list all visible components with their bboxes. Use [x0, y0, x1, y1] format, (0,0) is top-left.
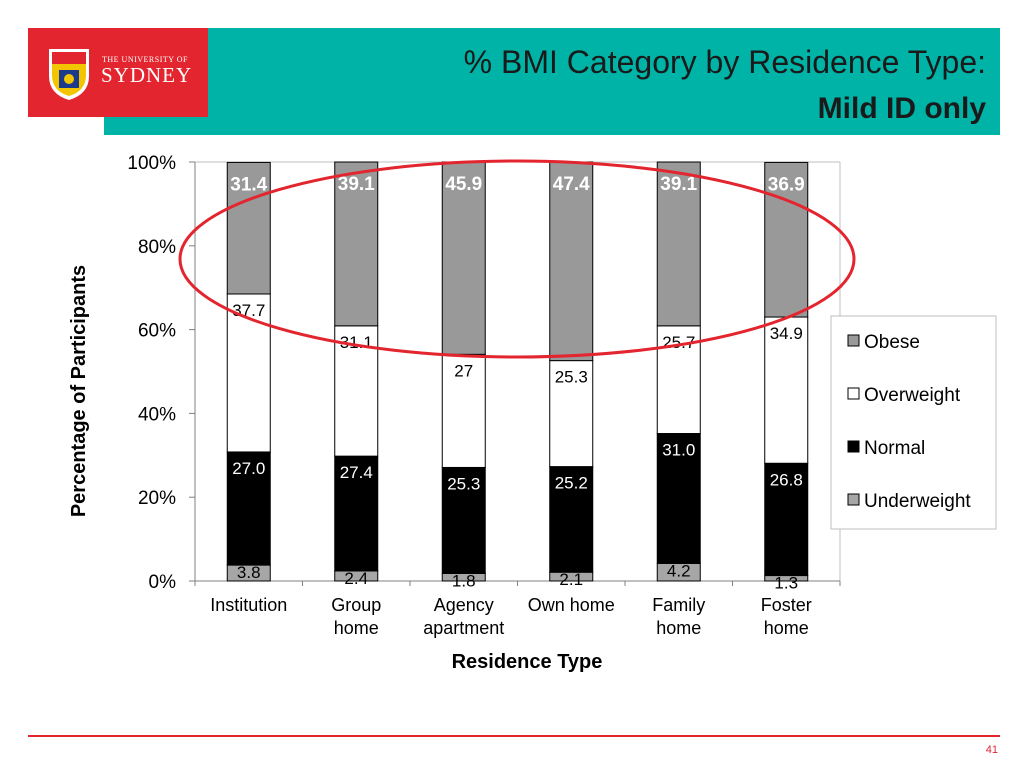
page-number: 41	[985, 744, 998, 756]
x-tick-label: home	[764, 618, 809, 638]
legend-swatch-normal	[847, 440, 860, 453]
y-axis-title: Percentage of Participants	[68, 265, 90, 517]
bar-segment-normal	[441, 466, 486, 574]
data-label-underweight: 4.2	[667, 561, 691, 580]
data-label-obese: 36.9	[768, 174, 805, 195]
bar-segment-normal	[764, 462, 809, 577]
logo-text-top: THE UNIVERSITY OF	[102, 55, 188, 64]
bar-segment-overweight	[441, 353, 486, 468]
data-label-overweight: 34.9	[770, 324, 803, 343]
bar-segment-overweight	[549, 360, 594, 468]
legend-swatch-underweight	[847, 493, 860, 506]
data-label-normal: 27.0	[232, 459, 265, 478]
x-tick-label: Family	[652, 595, 705, 615]
data-label-underweight: 2.1	[559, 570, 583, 589]
title-banner	[104, 28, 1000, 135]
x-tick-label: apartment	[423, 618, 504, 638]
data-label-obese: 45.9	[445, 174, 482, 195]
data-label-obese: 31.4	[230, 174, 267, 195]
legend-label-overweight: Overweight	[864, 385, 961, 406]
legend-swatch-obese	[847, 334, 860, 347]
x-axis-title: Residence Type	[452, 651, 603, 673]
data-label-underweight: 3.8	[237, 563, 261, 582]
bar-segment-normal	[226, 451, 271, 566]
data-label-overweight: 25.3	[555, 368, 588, 387]
data-label-overweight: 27	[454, 361, 473, 380]
x-tick-label: Foster	[761, 595, 812, 615]
data-label-underweight: 1.8	[452, 571, 476, 590]
university-logo: THE UNIVERSITY OF SYDNEY	[28, 28, 208, 117]
legend-label-normal: Normal	[864, 438, 925, 459]
y-tick-label: 100%	[127, 153, 176, 174]
legend-swatch-overweight	[847, 387, 860, 400]
legend-label-underweight: Underweight	[864, 491, 971, 512]
bar-segment-obese	[441, 161, 486, 355]
data-label-normal: 26.8	[770, 470, 803, 489]
y-tick-label: 20%	[138, 488, 176, 509]
bar-segment-obese	[764, 161, 809, 318]
bar-segment-obese	[226, 161, 271, 295]
bar-segment-overweight	[226, 293, 271, 453]
data-label-normal: 25.3	[447, 474, 480, 493]
y-tick-label: 80%	[138, 237, 176, 258]
data-label-obese: 47.4	[553, 174, 590, 195]
y-tick-label: 0%	[149, 572, 177, 593]
x-tick-label: Agency	[434, 595, 494, 615]
slide-title: % BMI Category by Residence Type:	[463, 44, 986, 80]
bar-segment-obese	[334, 161, 379, 327]
bar-segment-normal	[334, 455, 379, 572]
x-tick-label: Own home	[528, 595, 615, 615]
legend-label-obese: Obese	[864, 332, 920, 353]
data-label-underweight: 2.4	[344, 569, 368, 588]
logo-text-main: SYDNEY	[101, 63, 193, 87]
data-label-obese: 39.1	[338, 174, 375, 195]
highlight-ellipse	[178, 159, 856, 359]
x-tick-label: home	[334, 618, 379, 638]
x-tick-label: Group	[331, 595, 381, 615]
footer-rule	[28, 735, 1000, 737]
data-label-normal: 31.0	[662, 441, 695, 460]
bar-segment-obese	[656, 161, 701, 327]
slide-subtitle: Mild ID only	[817, 92, 986, 125]
data-label-normal: 25.2	[555, 474, 588, 493]
y-tick-label: 40%	[138, 404, 176, 425]
data-label-obese: 39.1	[660, 174, 697, 195]
x-tick-label: home	[656, 618, 701, 638]
x-tick-label: Institution	[210, 595, 287, 615]
bar-segment-obese	[549, 161, 594, 362]
y-tick-label: 60%	[138, 321, 176, 342]
data-label-underweight: 1.3	[774, 574, 798, 593]
data-label-normal: 27.4	[340, 463, 373, 482]
crest-icon	[49, 49, 89, 100]
